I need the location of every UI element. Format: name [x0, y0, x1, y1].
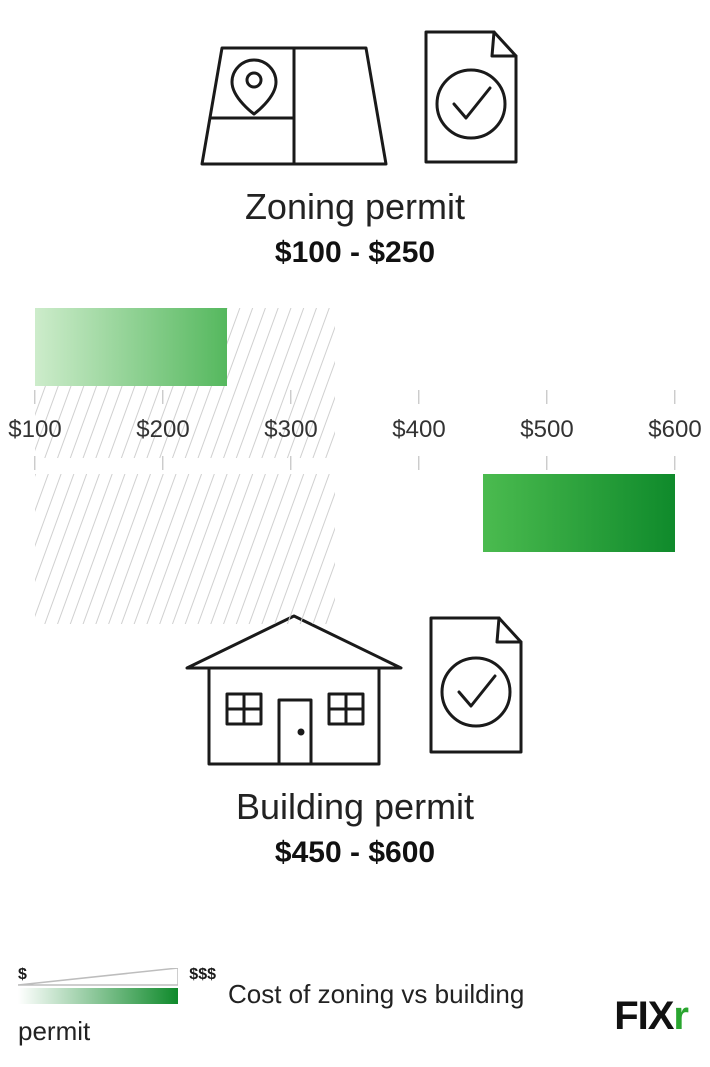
logo-text: FIX: [614, 994, 673, 1038]
building-title: Building permit: [0, 786, 710, 828]
legend-triangle-icon: [18, 968, 178, 986]
zoning-price: $100 - $250: [0, 236, 710, 270]
logo-accent: r: [673, 994, 688, 1038]
cost-range-chart: $100$200$300$400$500$600: [35, 308, 675, 552]
zoning-bar: [35, 308, 227, 386]
axis-tick: $500: [520, 390, 573, 470]
building-bar-slot: [35, 474, 675, 552]
axis-tick: $600: [648, 390, 701, 470]
house-icon: [179, 602, 409, 772]
legend-text-line2: permit: [18, 1016, 560, 1047]
fixr-logo: FIXr: [614, 994, 688, 1039]
zoning-icon-row: [0, 22, 710, 172]
zoning-title: Zoning permit: [0, 186, 710, 228]
building-section: Building permit $450 - $600: [0, 602, 710, 870]
axis-tick: $400: [392, 390, 445, 470]
legend-text-line1: Cost of zoning vs building: [228, 979, 524, 1010]
building-bar: [483, 474, 675, 552]
zoning-bar-slot: [35, 308, 675, 386]
hatch-pattern-bottom: [35, 474, 335, 624]
document-check-icon-2: [421, 602, 531, 762]
zoning-map-icon: [184, 22, 404, 172]
axis-tick: $300: [264, 390, 317, 470]
legend-swatch: $ $$$: [18, 986, 178, 1004]
building-price: $450 - $600: [0, 836, 710, 870]
document-check-icon: [416, 22, 526, 172]
axis-tick: $100: [8, 390, 61, 470]
price-axis: $100$200$300$400$500$600: [35, 390, 675, 470]
axis-tick: $200: [136, 390, 189, 470]
legend: $ $$$ Cost of zoning vs building permit: [18, 979, 560, 1047]
building-icon-row: [0, 602, 710, 772]
zoning-section: Zoning permit $100 - $250: [0, 0, 710, 270]
legend-high-symbol: $$$: [189, 966, 216, 984]
